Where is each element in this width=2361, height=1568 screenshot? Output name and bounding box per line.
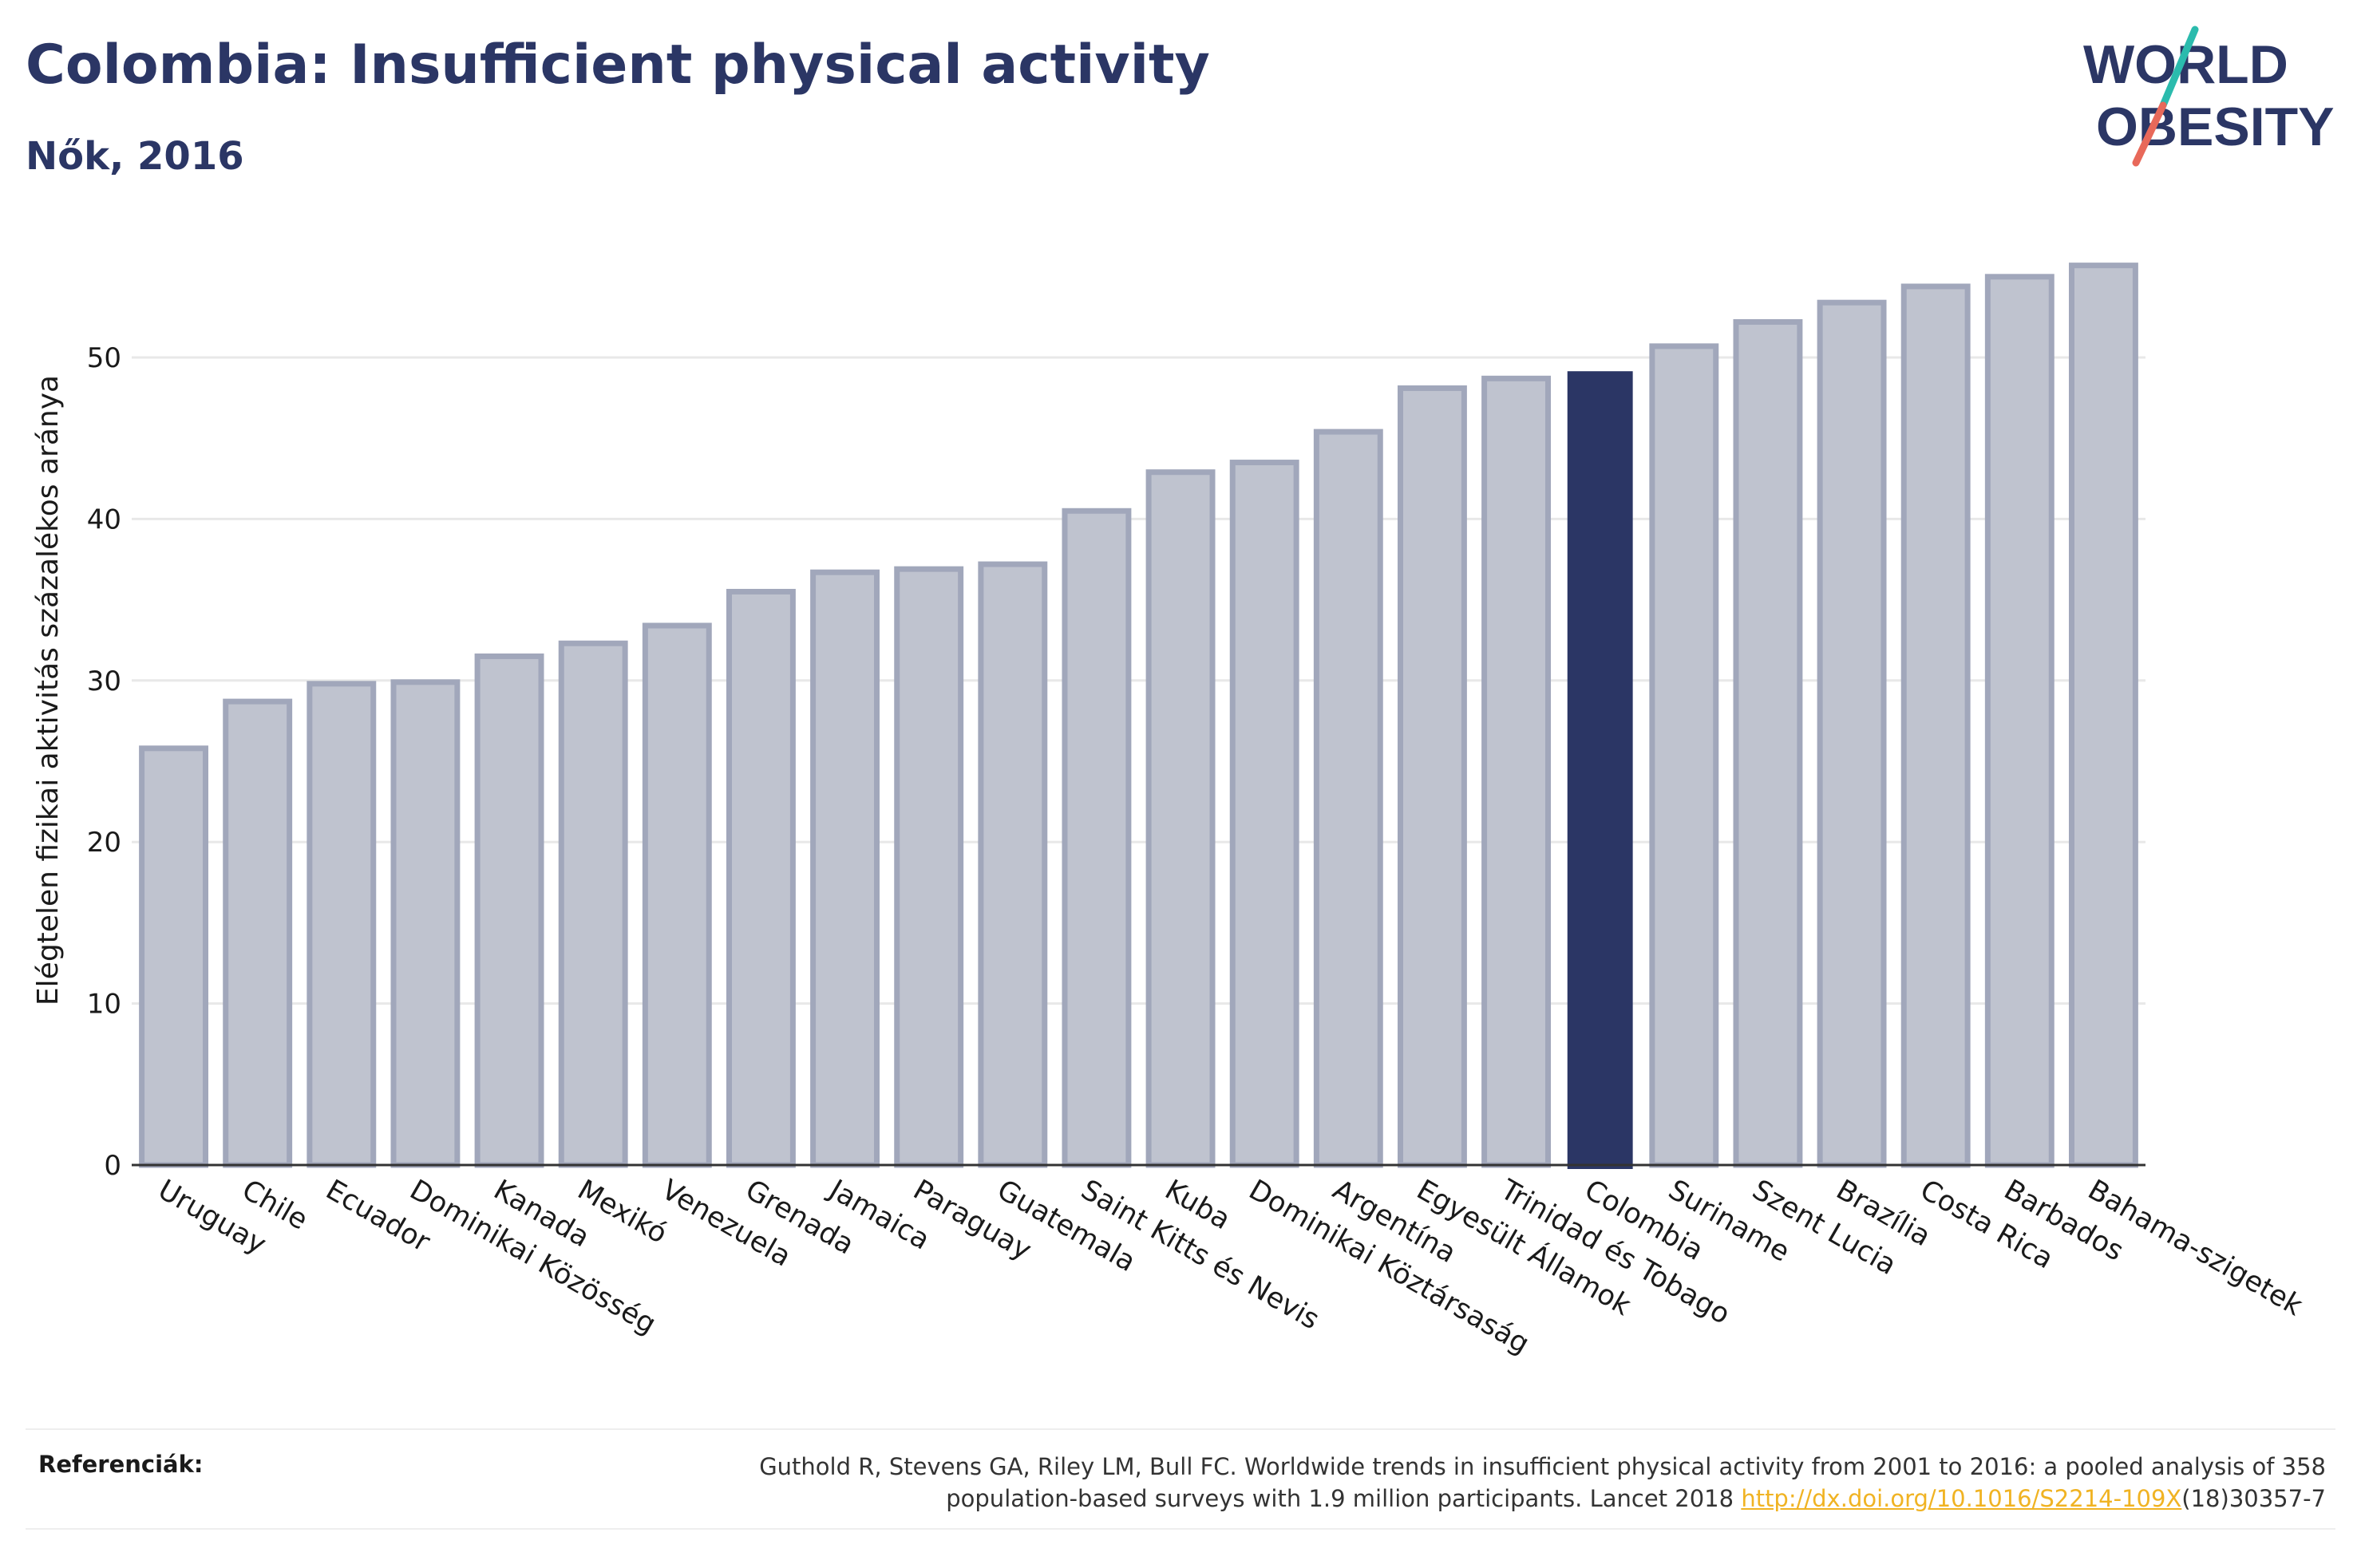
bar-costa-rica [1900,283,1971,1168]
bar-barbados [1984,274,2055,1168]
bar-egyesült-államok [1397,385,1467,1168]
bar-argentína [1313,429,1383,1168]
bar-mexikó [558,640,628,1168]
bar-dominikai-köztársaság [1229,460,1299,1168]
reference-line-2-suffix: (18)30357-7 [2181,1485,2326,1512]
bar-szent-lucia [1733,318,1803,1168]
y-tick-label: 50 [87,342,121,374]
world-obesity-logo: WORLD OBESITY [2083,26,2335,167]
reference-line-2-prefix: population-based surveys with 1.9 millio… [946,1485,1742,1512]
bar-saint-kitts-és-nevis [1062,508,1132,1168]
references-divider-bottom [26,1528,2335,1530]
y-tick-label: 30 [87,666,121,697]
y-axis-ticks: 0 10 20 30 40 50 [87,342,121,1182]
bar-ecuador [306,681,377,1168]
bar-trinidad-és-tobago [1481,375,1552,1168]
y-axis-label: Elégtelen fizikai aktivitás százalékos a… [32,375,65,1005]
bar-paraguay [894,566,964,1168]
logo-text-obesity: OBESITY [2096,97,2335,157]
bar-suriname [1649,343,1719,1168]
grid-lines [132,356,2145,1005]
bar-bahama-szigetek [2068,263,2138,1168]
chart-title: Colombia: Insufficient physical activity [26,34,1210,97]
logo-slash-top [2159,26,2199,109]
y-tick-label: 10 [87,989,121,1021]
bars [139,263,2138,1169]
references-text: Guthold R, Stevens GA, Riley LM, Bull FC… [490,1451,2326,1515]
bar-kanada [474,653,544,1168]
bar-kuba [1145,469,1216,1168]
chart-subtitle: Nők, 2016 [26,134,244,179]
logo-slash-bottom [2132,101,2167,167]
bar-dominikai-közösség [390,679,461,1168]
references-divider-top [26,1428,2335,1430]
y-tick-label: 0 [104,1150,121,1182]
bar-chile [223,698,293,1168]
bar-venezuela [642,622,712,1168]
reference-doi-link[interactable]: http://dx.doi.org/10.1016/S2214-109X [1741,1485,2182,1512]
references-label: Referenciák: [38,1451,204,1478]
reference-line-1: Guthold R, Stevens GA, Riley LM, Bull FC… [759,1453,2326,1480]
bar-brazília [1817,299,1887,1168]
y-tick-label: 20 [87,827,121,859]
bar-grenada [726,588,796,1168]
bar-jamaica [810,569,880,1168]
y-tick-label: 40 [87,504,121,535]
bar-guatemala [978,561,1048,1168]
bar-colombia [1567,371,1633,1169]
bar-uruguay [139,745,209,1168]
